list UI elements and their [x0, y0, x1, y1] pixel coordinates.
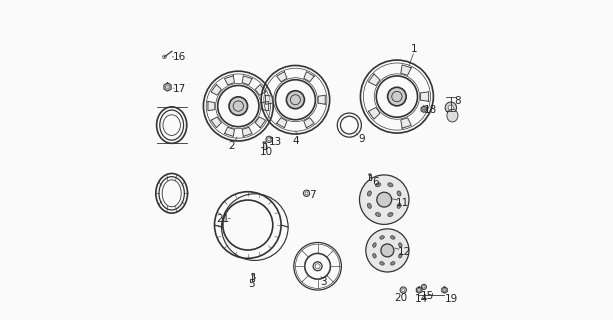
Ellipse shape: [375, 212, 381, 217]
Circle shape: [445, 102, 457, 113]
Polygon shape: [401, 118, 411, 128]
Text: 9: 9: [358, 134, 365, 144]
Ellipse shape: [379, 236, 384, 239]
Text: 19: 19: [445, 294, 459, 304]
Polygon shape: [421, 106, 427, 112]
Polygon shape: [211, 117, 221, 128]
Text: 4: 4: [292, 136, 299, 146]
Polygon shape: [442, 287, 447, 293]
Circle shape: [266, 136, 272, 142]
Ellipse shape: [379, 262, 384, 265]
Polygon shape: [421, 92, 428, 101]
Polygon shape: [304, 118, 314, 128]
Text: 11: 11: [396, 198, 409, 208]
Ellipse shape: [397, 191, 401, 196]
Text: 12: 12: [398, 247, 411, 257]
Text: 16: 16: [172, 52, 186, 62]
Polygon shape: [211, 84, 221, 95]
Text: 21: 21: [216, 214, 230, 224]
Text: 13: 13: [269, 137, 283, 147]
Polygon shape: [224, 127, 234, 136]
Polygon shape: [242, 127, 252, 136]
Ellipse shape: [373, 243, 376, 247]
Text: 18: 18: [424, 105, 438, 115]
Circle shape: [359, 175, 409, 224]
Ellipse shape: [367, 191, 371, 196]
Polygon shape: [401, 65, 411, 75]
Text: 1: 1: [411, 44, 417, 54]
Polygon shape: [368, 108, 380, 119]
Polygon shape: [368, 74, 380, 86]
Polygon shape: [208, 101, 215, 111]
Polygon shape: [318, 95, 326, 104]
Text: 17: 17: [173, 84, 186, 94]
Circle shape: [162, 55, 166, 59]
Ellipse shape: [398, 243, 402, 247]
Polygon shape: [255, 117, 265, 128]
Ellipse shape: [263, 142, 266, 143]
Ellipse shape: [447, 109, 458, 122]
Ellipse shape: [367, 203, 371, 208]
Text: 8: 8: [454, 96, 460, 106]
Text: 5: 5: [249, 279, 255, 289]
Ellipse shape: [373, 253, 376, 258]
Ellipse shape: [390, 236, 395, 239]
Polygon shape: [242, 76, 252, 85]
Polygon shape: [262, 101, 268, 111]
Ellipse shape: [252, 273, 254, 275]
Circle shape: [387, 87, 406, 106]
Polygon shape: [255, 84, 265, 95]
Ellipse shape: [368, 174, 371, 175]
Bar: [263, 142, 265, 149]
Circle shape: [229, 97, 248, 115]
Text: 2: 2: [229, 141, 235, 151]
Ellipse shape: [388, 183, 393, 187]
Text: 6: 6: [372, 177, 379, 187]
Text: 14: 14: [415, 294, 428, 304]
Circle shape: [305, 192, 308, 195]
Text: 20: 20: [394, 293, 407, 303]
Polygon shape: [276, 118, 287, 128]
Circle shape: [366, 229, 409, 272]
Circle shape: [381, 244, 394, 257]
Circle shape: [423, 286, 425, 288]
Bar: [369, 175, 371, 180]
Polygon shape: [224, 76, 234, 85]
Ellipse shape: [397, 203, 401, 208]
Polygon shape: [265, 95, 273, 104]
Polygon shape: [304, 72, 314, 82]
Polygon shape: [276, 72, 287, 82]
Text: 7: 7: [310, 190, 316, 200]
Circle shape: [303, 190, 310, 196]
Circle shape: [268, 138, 270, 141]
Circle shape: [377, 192, 392, 207]
Circle shape: [448, 105, 454, 110]
Circle shape: [402, 289, 405, 292]
Text: 3: 3: [320, 277, 326, 287]
Bar: [252, 274, 254, 281]
Circle shape: [400, 287, 406, 293]
Circle shape: [421, 284, 427, 289]
Circle shape: [286, 91, 305, 109]
Ellipse shape: [390, 262, 395, 265]
Ellipse shape: [375, 183, 381, 187]
Polygon shape: [416, 287, 422, 293]
Polygon shape: [164, 83, 171, 91]
Text: 15: 15: [421, 291, 434, 301]
Ellipse shape: [388, 212, 393, 217]
Text: 10: 10: [259, 147, 272, 157]
Ellipse shape: [398, 253, 402, 258]
